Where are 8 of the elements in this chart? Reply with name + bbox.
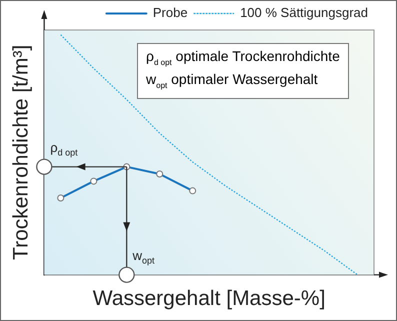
legend-label: Probe xyxy=(152,5,188,20)
legend-label: 100 % Sättigungsgrad xyxy=(240,5,368,20)
x-axis-title: Wassergehalt [Masse-%] xyxy=(92,287,326,310)
annotation: w$_{opt}$ xyxy=(132,248,155,268)
annotation: ρ$_{d opt}$ xyxy=(50,140,78,160)
annotation: w$_{opt}$ optimaler Wassergehalt xyxy=(146,70,319,92)
annotation: ρ$_{d opt}$ optimale Trockenrohdichte xyxy=(146,48,340,69)
y-axis-title: Trockenrohdichte [t/m³] xyxy=(9,44,32,260)
